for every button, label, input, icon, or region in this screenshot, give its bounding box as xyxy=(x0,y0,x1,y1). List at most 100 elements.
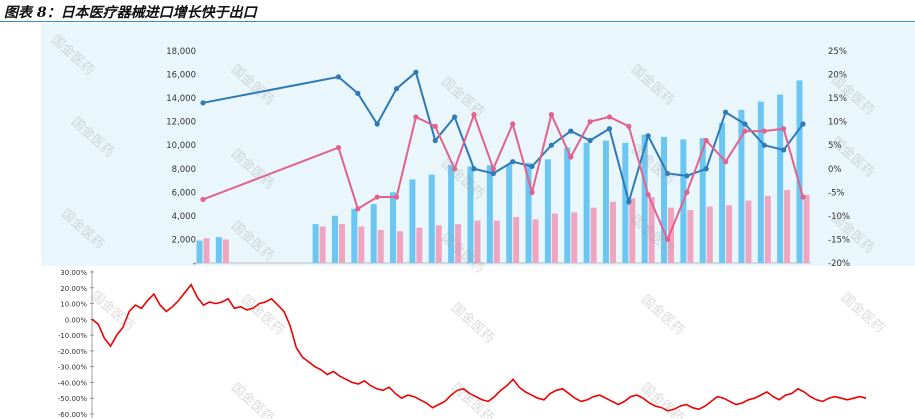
watermark-text: 国金医药 xyxy=(58,206,107,253)
import-yoy-point xyxy=(471,166,477,172)
export-amount-bar xyxy=(648,197,655,263)
export-amount-bar xyxy=(397,231,404,263)
left-axis-tick: 2,000 xyxy=(172,235,196,245)
left-axis-tick: 10,000 xyxy=(166,141,196,151)
left-axis-tick: 8,000 xyxy=(172,165,196,175)
export-yoy-point xyxy=(510,121,516,127)
export-amount-bar xyxy=(474,220,481,263)
export-amount-bar xyxy=(706,206,713,263)
export-amount-bar xyxy=(609,201,616,263)
import-amount-bar xyxy=(564,147,571,263)
import-amount-bar xyxy=(428,174,435,263)
export-yoy-point xyxy=(742,128,748,134)
export-amount-bar xyxy=(377,230,384,263)
export-yoy-point xyxy=(568,154,574,160)
import-yoy-point xyxy=(200,100,206,106)
watermark-text: 国金医药 xyxy=(228,146,277,193)
import-yoy-point xyxy=(529,163,535,170)
import-yoy-point xyxy=(548,142,554,148)
lower-axis-tick: 10.00% xyxy=(60,301,87,309)
import-amount-bar xyxy=(757,101,764,264)
watermark-text: 国金医药 xyxy=(438,156,487,203)
import-yoy-point xyxy=(587,137,593,144)
right-axis-tick: -20% xyxy=(828,259,850,269)
export-yoy-point xyxy=(664,236,671,243)
lower-axis-tick: 20.00% xyxy=(60,285,87,293)
export-amount-bar xyxy=(668,207,675,263)
export-yoy-point xyxy=(606,114,613,120)
left-axis-tick: 14,000 xyxy=(166,94,196,104)
import-yoy-point xyxy=(645,133,651,139)
export-amount-bar xyxy=(416,227,423,263)
export-yoy-point xyxy=(413,114,419,120)
export-yoy-point xyxy=(703,137,709,144)
export-yoy-point xyxy=(374,194,380,200)
export-yoy-point xyxy=(490,166,496,172)
right-axis-tick: 25% xyxy=(828,47,847,57)
export-amount-bar xyxy=(319,226,326,263)
export-amount-bar xyxy=(687,210,694,263)
export-yoy-point xyxy=(722,159,729,165)
export-yoy-line xyxy=(202,111,804,243)
import-amount-bar xyxy=(467,166,474,263)
import-amount-bar xyxy=(370,204,377,263)
import-amount-bar xyxy=(215,237,222,263)
import-amount-bar xyxy=(544,159,551,263)
import-yoy-point xyxy=(742,121,748,127)
export-amount-bar xyxy=(222,239,229,263)
import-amount-bar xyxy=(661,136,668,263)
left-axis-tick: 12,000 xyxy=(166,118,196,128)
export-amount-bar xyxy=(203,238,210,263)
export-amount-bar xyxy=(455,224,462,263)
right-axis-tick: 0% xyxy=(828,165,842,175)
export-amount-bar xyxy=(358,226,365,263)
import-yoy-point xyxy=(703,166,709,172)
lower-performance-line xyxy=(91,283,867,412)
import-amount-bar xyxy=(738,109,745,263)
export-yoy-point xyxy=(548,112,554,118)
import-amount-bar xyxy=(699,138,706,263)
export-amount-bar xyxy=(338,224,345,263)
right-axis-tick: -5% xyxy=(828,188,845,198)
export-amount-bar xyxy=(803,194,810,263)
export-yoy-point xyxy=(393,194,400,200)
import-yoy-point xyxy=(432,137,438,144)
export-yoy-point xyxy=(800,194,806,200)
import-amount-bar xyxy=(622,142,629,263)
right-axis-tick: -10% xyxy=(828,212,850,222)
export-yoy-point xyxy=(761,128,767,134)
import-yoy-point xyxy=(606,126,613,132)
import-yoy-point xyxy=(374,121,380,127)
export-amount-bar xyxy=(571,212,578,263)
import-yoy-point xyxy=(781,147,787,153)
import-amount-bar xyxy=(602,140,609,263)
export-amount-bar xyxy=(764,195,771,263)
export-yoy-point xyxy=(529,189,535,195)
import-yoy-point xyxy=(355,90,361,96)
import-yoy-point xyxy=(722,109,729,115)
export-amount-bar xyxy=(629,198,636,263)
left-axis-tick: 6,000 xyxy=(172,188,196,198)
export-amount-bar xyxy=(435,225,442,263)
export-amount-bar xyxy=(551,213,558,263)
export-amount-bar xyxy=(745,200,752,263)
export-amount-bar xyxy=(532,219,539,263)
import-amount-bar xyxy=(196,240,203,263)
export-amount-bar xyxy=(726,205,733,263)
export-yoy-point xyxy=(781,126,787,132)
import-yoy-point xyxy=(452,114,458,120)
import-yoy-point xyxy=(761,142,767,148)
import-amount-bar xyxy=(525,162,532,263)
lower-axis-tick: -40.00% xyxy=(58,379,88,387)
right-axis-tick: 10% xyxy=(828,118,847,128)
import-yoy-point xyxy=(568,128,574,134)
watermark-text: 国金医药 xyxy=(228,62,277,109)
import-yoy-point xyxy=(413,69,419,75)
export-amount-bar xyxy=(493,220,500,263)
import-yoy-point xyxy=(393,86,400,92)
export-yoy-point xyxy=(626,123,632,129)
import-yoy-point xyxy=(800,121,806,127)
export-yoy-point xyxy=(587,119,593,125)
export-amount-bar xyxy=(784,189,791,263)
